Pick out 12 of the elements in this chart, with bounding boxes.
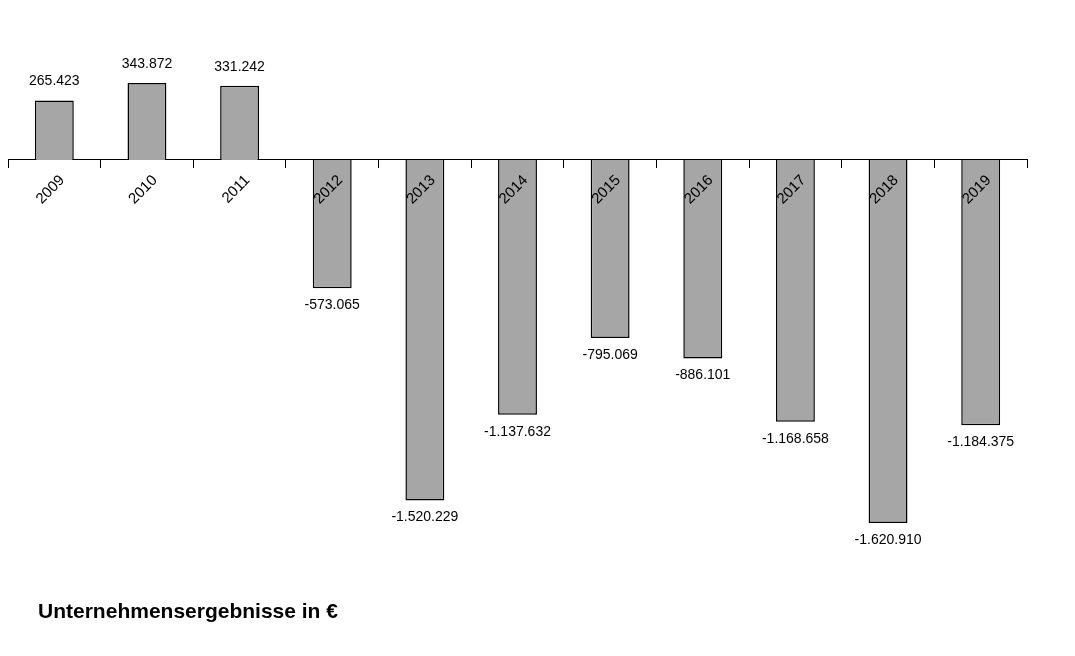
data-label: -795.069 [582, 345, 638, 362]
data-label: -1.520.229 [391, 508, 459, 525]
data-label: -1.620.910 [854, 530, 922, 547]
data-label: -886.101 [675, 366, 731, 383]
data-label: 265.423 [29, 72, 80, 89]
data-label: -1.137.632 [484, 422, 552, 439]
data-label: -1.184.375 [947, 433, 1015, 450]
data-label: -1.168.658 [761, 429, 830, 446]
data-label: 343.872 [121, 54, 173, 71]
text: Unternehmensergebnisse in € [38, 598, 338, 624]
data-label: 331.242 [214, 57, 266, 74]
data-label: -573.065 [304, 296, 361, 313]
